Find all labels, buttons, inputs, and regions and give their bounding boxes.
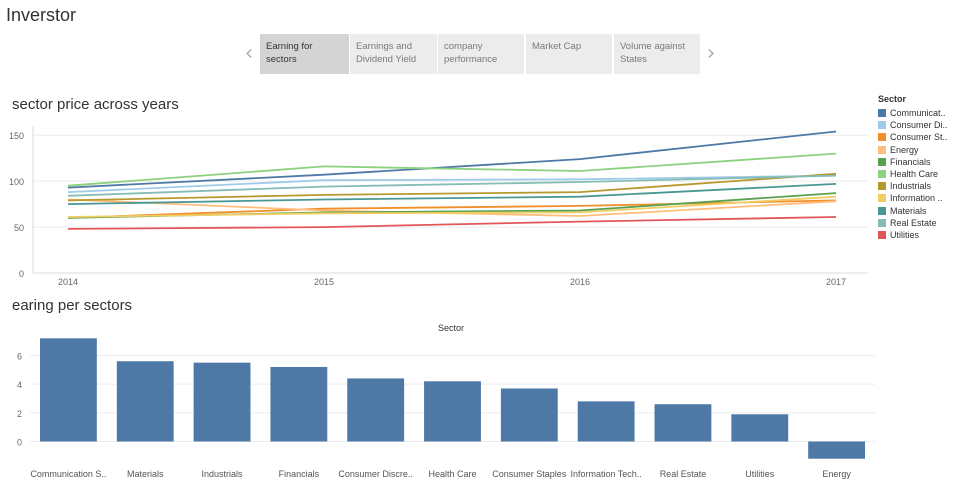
legend-label: Information .. <box>890 193 943 204</box>
legend-label: Utilities <box>890 229 920 240</box>
chevron-right-icon[interactable]: › <box>706 41 716 66</box>
bar[interactable] <box>116 361 174 442</box>
x-tick-label: 2015 <box>314 277 334 287</box>
sector-legend[interactable]: Sector Communicat.. Consumer Di.. Consumer… <box>878 94 948 241</box>
series-line[interactable] <box>67 216 837 230</box>
story-tab-company-performance[interactable]: company performance <box>438 34 524 74</box>
bar[interactable] <box>731 414 789 442</box>
legend-swatch <box>878 109 886 118</box>
y-tick-label: 6 <box>17 352 22 362</box>
legend-swatch <box>878 218 886 227</box>
story-tab-volume-against-states[interactable]: Volume against States <box>614 34 700 74</box>
story-tab-earnings-dividend-yield[interactable]: Earnings and Dividend Yield <box>350 34 437 74</box>
bar[interactable] <box>193 362 251 442</box>
bar[interactable] <box>808 441 866 459</box>
legend-swatch <box>878 145 886 154</box>
legend-label: Industrials <box>890 181 932 192</box>
legend-label: Materials <box>890 205 927 216</box>
legend-item[interactable]: Consumer St.. <box>878 131 948 143</box>
y-tick-label: 4 <box>17 380 22 390</box>
story-tab-earning-for-sectors[interactable]: Earning for sectors <box>260 34 349 74</box>
legend-item[interactable]: Health Care <box>878 168 948 180</box>
legend-item[interactable]: Utilities <box>878 229 948 241</box>
series-line[interactable] <box>67 172 837 202</box>
category-label: Energy <box>822 469 851 479</box>
x-tick-label: 2017 <box>826 277 846 287</box>
legend-swatch <box>878 182 886 191</box>
legend-label: Energy <box>890 144 919 155</box>
bar[interactable] <box>424 381 481 442</box>
bar-chart-header: Sector <box>438 323 464 333</box>
legend-item[interactable]: Information .. <box>878 192 948 204</box>
x-tick-label: 2014 <box>58 277 78 287</box>
bar[interactable] <box>577 401 635 442</box>
series-line[interactable] <box>67 174 837 193</box>
legend-item[interactable]: Consumer Di.. <box>878 119 948 131</box>
series-line[interactable] <box>67 195 837 218</box>
category-label: Communication S.. <box>30 469 106 479</box>
legend-label: Real Estate <box>890 217 937 228</box>
y-tick-label: 50 <box>14 223 24 233</box>
category-label: Financials <box>279 469 320 479</box>
legend-label: Communicat.. <box>890 108 946 119</box>
y-tick-label: 0 <box>19 269 24 279</box>
legend-item[interactable]: Industrials <box>878 180 948 192</box>
category-label: Consumer Discre.. <box>338 469 413 479</box>
series-line[interactable] <box>67 183 837 205</box>
category-label: Consumer Staples <box>492 469 567 479</box>
bar[interactable] <box>500 388 558 442</box>
earning-per-sector-bar-chart: Sector 0 2 4 6 Communication S.. Materials Indu… <box>17 323 875 479</box>
y-tick-label: 0 <box>17 438 22 448</box>
legend-swatch <box>878 157 886 166</box>
series-line[interactable] <box>67 152 837 187</box>
app-title: Inverstor <box>6 5 77 25</box>
legend-swatch <box>878 121 886 130</box>
legend-label: Financials <box>890 156 931 167</box>
y-tick-label: 2 <box>17 409 22 419</box>
bar[interactable] <box>347 378 405 442</box>
sector-price-line-chart: 0 50 100 150 2014 2015 2016 2017 <box>9 126 868 287</box>
legend-swatch <box>878 170 886 179</box>
bar[interactable] <box>654 404 712 442</box>
legend-item[interactable]: Financials <box>878 156 948 168</box>
legend-swatch <box>878 194 886 203</box>
legend-swatch <box>878 230 886 239</box>
bar[interactable] <box>270 366 328 442</box>
category-label: Health Care <box>428 469 476 479</box>
series-line[interactable] <box>67 130 837 189</box>
x-tick-label: 2016 <box>570 277 590 287</box>
series-line[interactable] <box>67 174 837 197</box>
y-tick-label: 100 <box>9 177 24 187</box>
legend-item[interactable]: Communicat.. <box>878 107 948 119</box>
legend-label: Consumer Di.. <box>890 120 948 131</box>
legend-title: Sector <box>878 94 907 104</box>
legend-label: Consumer St.. <box>890 132 948 143</box>
category-label: Real Estate <box>660 469 707 479</box>
legend-item[interactable]: Materials <box>878 205 948 217</box>
series-line[interactable] <box>67 199 837 219</box>
chevron-left-icon[interactable]: ‹ <box>244 41 254 66</box>
category-label: Industrials <box>202 469 244 479</box>
y-tick-label: 150 <box>9 131 24 141</box>
legend-label: Health Care <box>890 169 939 180</box>
category-label: Materials <box>127 469 164 479</box>
legend-swatch <box>878 133 886 142</box>
category-label: Utilities <box>745 469 775 479</box>
bar-chart-title: earing per sectors <box>12 297 133 314</box>
legend-item[interactable]: Real Estate <box>878 217 948 229</box>
legend-swatch <box>878 206 886 215</box>
line-chart-title: sector price across years <box>12 96 179 113</box>
category-label: Information Tech.. <box>570 469 641 479</box>
legend-item[interactable]: Energy <box>878 144 948 156</box>
bar[interactable] <box>39 338 97 442</box>
story-tab-market-cap[interactable]: Market Cap <box>526 34 612 74</box>
